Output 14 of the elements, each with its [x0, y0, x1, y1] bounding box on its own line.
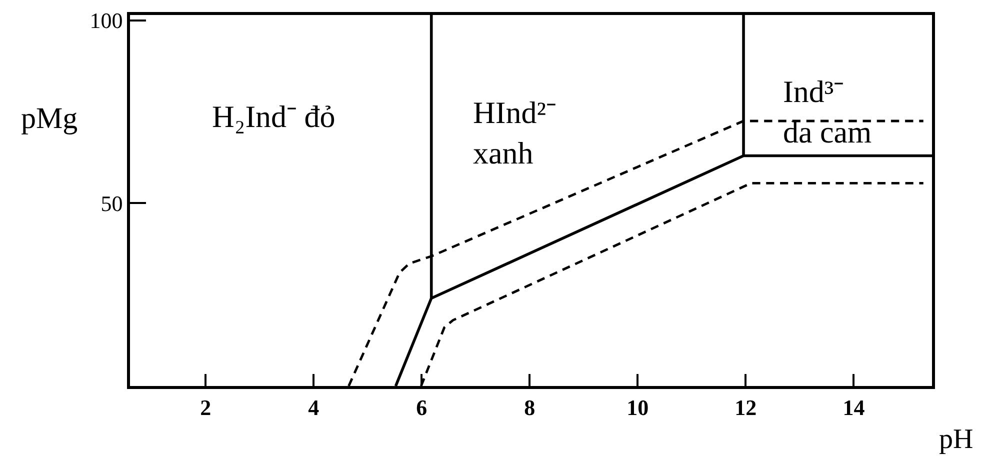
annotation: Ind³⁻ da cam: [783, 74, 872, 150]
annotation: H₂Ind⁻ đỏ: [212, 99, 336, 134]
x-tick-label: 2: [200, 395, 212, 420]
x-tick-label: 6: [416, 395, 428, 420]
y-tick-label: 50: [100, 190, 123, 216]
x-tick-label: 12: [734, 395, 757, 420]
y-axis-title: pMg: [21, 102, 78, 135]
x-tick-label: 8: [524, 395, 536, 420]
x-tick-label: 10: [626, 395, 649, 420]
annotation: HInd²⁻ xanh: [473, 95, 556, 170]
y-tick-label: 100: [90, 8, 123, 34]
x-axis-title: pH: [939, 424, 974, 455]
x-tick-label: 14: [842, 395, 865, 420]
x-tick-label: 4: [308, 395, 320, 420]
